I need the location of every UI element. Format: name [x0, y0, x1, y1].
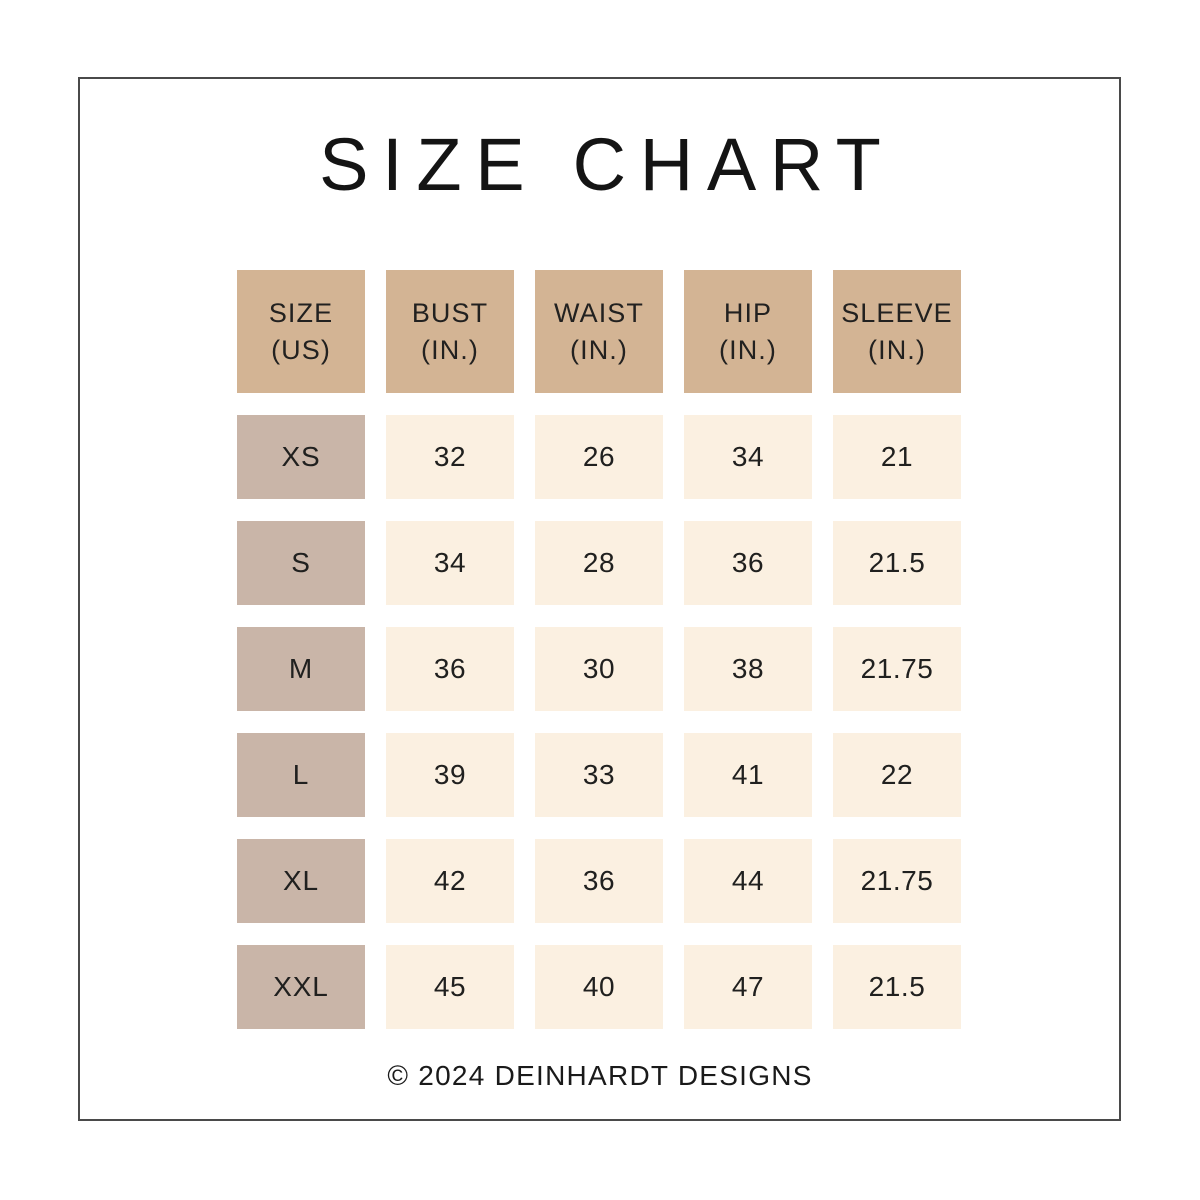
value-cell-xxl-waist: 40 [535, 945, 663, 1029]
size-cell-xxl: XXL [237, 945, 365, 1029]
value-cell-m-bust: 36 [386, 627, 514, 711]
header-label-line2: (IN.) [719, 334, 777, 365]
value-cell-m-hip: 38 [684, 627, 812, 711]
size-cell-m: M [237, 627, 365, 711]
size-cell-xs: XS [237, 415, 365, 499]
value-cell-s-sleeve: 21.5 [833, 521, 961, 605]
value-cell-xs-sleeve: 21 [833, 415, 961, 499]
page-title: SIZE CHART [319, 123, 895, 206]
value-cell-m-sleeve: 21.75 [833, 627, 961, 711]
value-cell-xs-waist: 26 [535, 415, 663, 499]
value-cell-l-bust: 39 [386, 733, 514, 817]
value-cell-xs-hip: 34 [684, 415, 812, 499]
header-label-line2: (IN.) [868, 334, 926, 365]
value-cell-l-hip: 41 [684, 733, 812, 817]
value-cell-xl-bust: 42 [386, 839, 514, 923]
size-cell-l: L [237, 733, 365, 817]
value-cell-xxl-hip: 47 [684, 945, 812, 1029]
size-table: SIZE (US) BUST (IN.) WAIST (IN.) HIP (IN… [237, 270, 961, 1029]
value-cell-l-waist: 33 [535, 733, 663, 817]
value-cell-m-waist: 30 [535, 627, 663, 711]
value-cell-l-sleeve: 22 [833, 733, 961, 817]
header-label-line2: (US) [271, 334, 331, 365]
value-cell-xxl-bust: 45 [386, 945, 514, 1029]
footer-copyright: © 2024 DEINHARDT DESIGNS [387, 1060, 813, 1091]
header-cell-hip: HIP (IN.) [684, 270, 812, 393]
value-cell-xs-bust: 32 [386, 415, 514, 499]
size-cell-xl: XL [237, 839, 365, 923]
value-cell-s-waist: 28 [535, 521, 663, 605]
size-cell-s: S [237, 521, 365, 605]
header-label-line1: SLEEVE [841, 297, 953, 328]
header-label-line1: WAIST [554, 297, 644, 328]
value-cell-s-bust: 34 [386, 521, 514, 605]
header-cell-size: SIZE (US) [237, 270, 365, 393]
header-cell-waist: WAIST (IN.) [535, 270, 663, 393]
header-label-line1: BUST [411, 297, 489, 328]
header-label-line2: (IN.) [570, 334, 628, 365]
value-cell-xl-waist: 36 [535, 839, 663, 923]
value-cell-s-hip: 36 [684, 521, 812, 605]
header-label-line2: (IN.) [421, 334, 479, 365]
value-cell-xxl-sleeve: 21.5 [833, 945, 961, 1029]
header-cell-sleeve: SLEEVE (IN.) [833, 270, 961, 393]
header-label-line1: SIZE [268, 297, 334, 328]
header-label-line1: HIP [723, 297, 773, 328]
value-cell-xl-hip: 44 [684, 839, 812, 923]
header-cell-bust: BUST (IN.) [386, 270, 514, 393]
value-cell-xl-sleeve: 21.75 [833, 839, 961, 923]
